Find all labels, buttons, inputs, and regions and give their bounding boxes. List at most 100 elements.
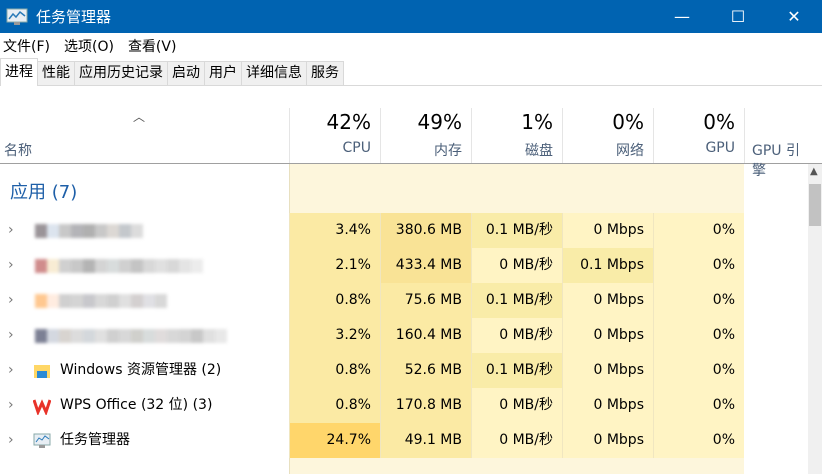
group-header-apps[interactable]: 应用 (7) [0,164,289,213]
cell-net: 0 Mbps [562,388,653,423]
process-name: 任务管理器 [60,432,130,448]
memory-total: 49% [417,110,462,134]
tab-services[interactable]: 服务 [306,61,344,85]
blurred-app-name [35,259,203,273]
cell-mem: 433.4 MB [380,248,471,283]
expand-chevron-icon[interactable]: › [8,397,14,413]
blurred-app-name [35,224,143,238]
process-row[interactable]: › 3.2% 160.4 MB 0 MB/秒 0 Mbps 0% [0,318,744,353]
wps-icon [32,397,52,417]
cell-gpu: 0% [653,248,744,283]
cell-disk: 0.1 MB/秒 [471,213,562,248]
network-total: 0% [612,110,644,134]
cell-gpu: 0% [653,318,744,353]
folder-icon [33,362,51,380]
expand-chevron-icon[interactable]: › [8,432,14,448]
sort-up-icon: ︿ [133,110,146,124]
cell-gpu: 0% [653,213,744,248]
column-gpu[interactable]: 0% GPU [653,108,744,163]
tab-performance[interactable]: 性能 [37,61,75,85]
gpu-engine-label: GPU 引擎 [752,143,800,179]
cell-cpu: 0.8% [289,388,380,423]
process-name: WPS Office (32 位) (3) [60,397,213,413]
expand-chevron-icon[interactable]: › [8,327,14,343]
window-title: 任务管理器 [36,8,112,26]
column-header: ︿ 名称 42% CPU 49% 内存 1% 磁盘 0% 网络 0% GPU GPU 引擎 [0,108,822,179]
expand-chevron-icon[interactable]: › [8,257,14,273]
cell-net: 0 Mbps [562,283,653,318]
process-row[interactable]: › Windows 资源管理器 (2) 0.8% 52.6 MB 0.1 MB/秒 0 M… [0,353,744,388]
process-list: 应用 (7) › 3.4% 380.6 MB 0.1 MB/秒 0 Mbps 0% › 2.1… [0,164,808,474]
menu-options[interactable]: 选项(O) [63,38,114,55]
cpu-total: 42% [326,110,371,134]
scrollbar-thumb[interactable] [809,184,821,226]
column-network[interactable]: 0% 网络 [562,108,653,163]
maximize-button[interactable]: ☐ [730,7,746,26]
disk-total: 1% [521,110,553,134]
column-gpu-engine[interactable]: GPU 引擎 [744,108,822,179]
cell-cpu: 2.1% [289,248,380,283]
blurred-app-name [35,294,167,308]
cell-net: 0 Mbps [562,213,653,248]
process-name: Windows 资源管理器 (2) [60,362,222,378]
tab-startup[interactable]: 启动 [167,61,205,85]
cell-mem: 49.1 MB [380,423,471,458]
cell-disk: 0 MB/秒 [471,318,562,353]
cell-disk: 0 MB/秒 [471,248,562,283]
column-cpu[interactable]: 42% CPU [289,108,380,163]
blurred-app-name [35,329,227,343]
tab-app-history[interactable]: 应用历史记录 [74,61,168,85]
expand-chevron-icon[interactable]: › [8,362,14,378]
column-disk[interactable]: 1% 磁盘 [471,108,562,163]
cpu-label: CPU [342,140,371,156]
cell-disk: 0 MB/秒 [471,388,562,423]
cell-net: 0 Mbps [562,353,653,388]
cell-disk: 0.1 MB/秒 [471,353,562,388]
cell-mem: 52.6 MB [380,353,471,388]
cell-cpu: 3.2% [289,318,380,353]
cell-disk: 0.1 MB/秒 [471,283,562,318]
network-label: 网络 [616,143,644,159]
vertical-scrollbar[interactable]: ▲ [808,164,822,474]
cell-gpu: 0% [653,388,744,423]
cell-mem: 75.6 MB [380,283,471,318]
gpu-label: GPU [705,140,735,156]
cell-mem: 170.8 MB [380,388,471,423]
process-row[interactable]: › 3.4% 380.6 MB 0.1 MB/秒 0 Mbps 0% [0,213,744,248]
cell-mem: 160.4 MB [380,318,471,353]
tab-processes[interactable]: 进程 [0,58,38,86]
cell-net: 0.1 Mbps [562,248,653,283]
menu-view[interactable]: 查看(V) [127,38,177,55]
cell-cpu: 3.4% [289,213,380,248]
close-button[interactable]: ✕ [787,7,801,26]
memory-label: 内存 [434,143,462,159]
column-name[interactable]: 名称 [4,143,32,159]
menu-file[interactable]: 文件(F) [3,38,50,55]
cell-gpu: 0% [653,353,744,388]
process-row[interactable]: › 2.1% 433.4 MB 0 MB/秒 0.1 Mbps 0% [0,248,744,283]
task-manager-icon [6,8,28,25]
cell-net: 0 Mbps [562,423,653,458]
scroll-up-icon[interactable]: ▲ [810,166,818,177]
cell-gpu: 0% [653,283,744,318]
column-memory[interactable]: 49% 内存 [380,108,471,163]
process-row[interactable]: › 任务管理器 24.7% 49.1 MB 0 MB/秒 0 Mbps 0% [0,423,744,458]
cell-cpu: 24.7% [289,423,380,458]
group-label: 应用 (7) [10,182,78,203]
process-row[interactable]: › 0.8% 75.6 MB 0.1 MB/秒 0 Mbps 0% [0,283,744,318]
cell-net: 0 Mbps [562,318,653,353]
menu-bar: 文件(F) 选项(O) 查看(V) [0,33,822,58]
task-manager-icon [33,432,51,450]
title-bar: 任务管理器 — ☐ ✕ [0,0,822,33]
expand-chevron-icon[interactable]: › [8,222,14,238]
tab-bar: 进程 性能 应用历史记录 启动 用户 详细信息 服务 [0,58,822,86]
process-row[interactable]: › WPS Office (32 位) (3) 0.8% 170.8 MB 0 MB/秒… [0,388,744,423]
cell-mem: 380.6 MB [380,213,471,248]
cell-cpu: 0.8% [289,353,380,388]
cell-cpu: 0.8% [289,283,380,318]
tab-users[interactable]: 用户 [204,61,242,85]
tab-details[interactable]: 详细信息 [241,61,307,85]
minimize-button[interactable]: — [674,7,690,26]
expand-chevron-icon[interactable]: › [8,292,14,308]
cell-gpu: 0% [653,423,744,458]
